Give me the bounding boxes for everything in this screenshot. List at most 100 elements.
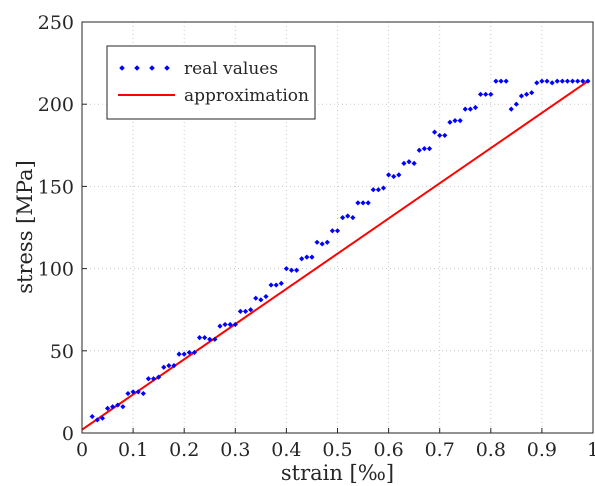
legend-marker-real-values xyxy=(119,65,170,71)
data-point xyxy=(242,308,249,314)
data-point xyxy=(294,267,300,273)
data-point xyxy=(457,118,463,124)
data-point xyxy=(452,118,458,124)
data-point xyxy=(145,376,152,382)
legend-label-real-values: real values xyxy=(184,59,278,79)
data-point xyxy=(386,172,392,178)
data-point xyxy=(493,78,499,84)
data-point xyxy=(483,91,489,97)
y-tick-label: 250 xyxy=(38,12,74,34)
legend: real values approximation xyxy=(106,45,316,120)
x-tick-label: 0.2 xyxy=(169,439,199,461)
data-point xyxy=(564,78,571,84)
x-tick-label: 0.3 xyxy=(220,439,250,461)
data-point xyxy=(508,106,514,112)
legend-marker-point xyxy=(119,65,125,71)
data-point xyxy=(334,228,341,234)
data-point xyxy=(426,145,433,152)
data-point xyxy=(370,187,376,193)
data-point xyxy=(299,256,305,262)
data-point xyxy=(569,78,576,84)
data-point xyxy=(150,376,157,382)
x-tick-label: 0.6 xyxy=(373,439,403,461)
data-point xyxy=(222,321,228,328)
data-point xyxy=(283,266,289,272)
data-point xyxy=(431,129,438,135)
data-point xyxy=(227,321,233,328)
x-axis-label: strain [‰] xyxy=(281,461,394,485)
data-point xyxy=(278,280,284,286)
data-point xyxy=(99,415,106,421)
x-tick-label: 0.7 xyxy=(425,439,455,461)
data-point xyxy=(534,80,540,86)
y-tick-label: 150 xyxy=(38,176,74,198)
y-tick-label: 50 xyxy=(50,341,74,363)
data-point xyxy=(340,215,346,221)
data-point xyxy=(539,78,545,84)
data-point xyxy=(253,295,259,301)
data-point xyxy=(345,213,351,219)
data-point xyxy=(375,187,381,193)
data-point xyxy=(488,91,494,97)
data-point xyxy=(181,351,187,357)
data-point xyxy=(447,119,453,125)
data-point xyxy=(350,215,356,221)
data-point xyxy=(477,91,484,97)
data-point xyxy=(523,91,530,97)
legend-box xyxy=(106,45,316,120)
data-point xyxy=(360,200,366,206)
data-point xyxy=(263,293,269,300)
data-point xyxy=(186,349,192,356)
data-point xyxy=(580,78,586,84)
x-tick-label: 0.8 xyxy=(476,439,506,461)
data-point xyxy=(232,321,238,328)
data-point xyxy=(544,78,550,84)
data-point xyxy=(212,336,218,342)
data-point xyxy=(273,282,279,288)
data-point xyxy=(140,390,146,397)
data-point xyxy=(396,172,402,178)
data-point xyxy=(166,362,172,369)
data-point xyxy=(309,254,315,260)
data-point xyxy=(365,200,371,206)
data-point xyxy=(217,323,223,329)
data-point xyxy=(288,267,295,273)
data-point xyxy=(94,417,100,423)
real-values-point-layer xyxy=(89,78,591,423)
data-point xyxy=(202,335,208,341)
data-point xyxy=(110,404,116,410)
data-point xyxy=(89,413,95,420)
data-point xyxy=(268,282,274,288)
data-point xyxy=(529,90,535,96)
x-tick-label: 0.9 xyxy=(527,439,557,461)
data-point xyxy=(575,78,581,84)
data-point xyxy=(559,78,565,84)
data-point xyxy=(248,307,254,313)
approximation-line-layer xyxy=(81,80,589,431)
data-point xyxy=(120,404,126,410)
x-tick-label: 0.5 xyxy=(322,439,352,461)
data-point xyxy=(472,104,479,111)
x-tick-label: 0.4 xyxy=(271,439,301,461)
y-axis-label: stress [MPa] xyxy=(13,160,37,294)
data-point xyxy=(355,200,361,206)
data-point xyxy=(462,106,468,112)
data-point xyxy=(196,335,203,341)
data-point xyxy=(513,101,519,107)
y-tick-label: 200 xyxy=(38,94,74,116)
tick-layer: 0 0.1 0.2 0.3 0.4 0.5 0.6 0.7 0.8 0.9 1 0 50 100 150 20… xyxy=(38,12,595,461)
data-point xyxy=(176,351,182,357)
data-point xyxy=(421,145,427,152)
data-point xyxy=(104,405,111,411)
data-point xyxy=(115,402,121,408)
approximation-line xyxy=(81,80,589,431)
legend-label-approximation: approximation xyxy=(184,86,309,106)
x-tick-label: 1 xyxy=(587,439,595,461)
data-point xyxy=(380,185,387,191)
data-point xyxy=(503,78,509,84)
x-tick-label: 0.1 xyxy=(118,439,148,461)
y-tick-label: 0 xyxy=(62,423,74,445)
data-point xyxy=(161,364,167,370)
data-point xyxy=(171,362,177,369)
